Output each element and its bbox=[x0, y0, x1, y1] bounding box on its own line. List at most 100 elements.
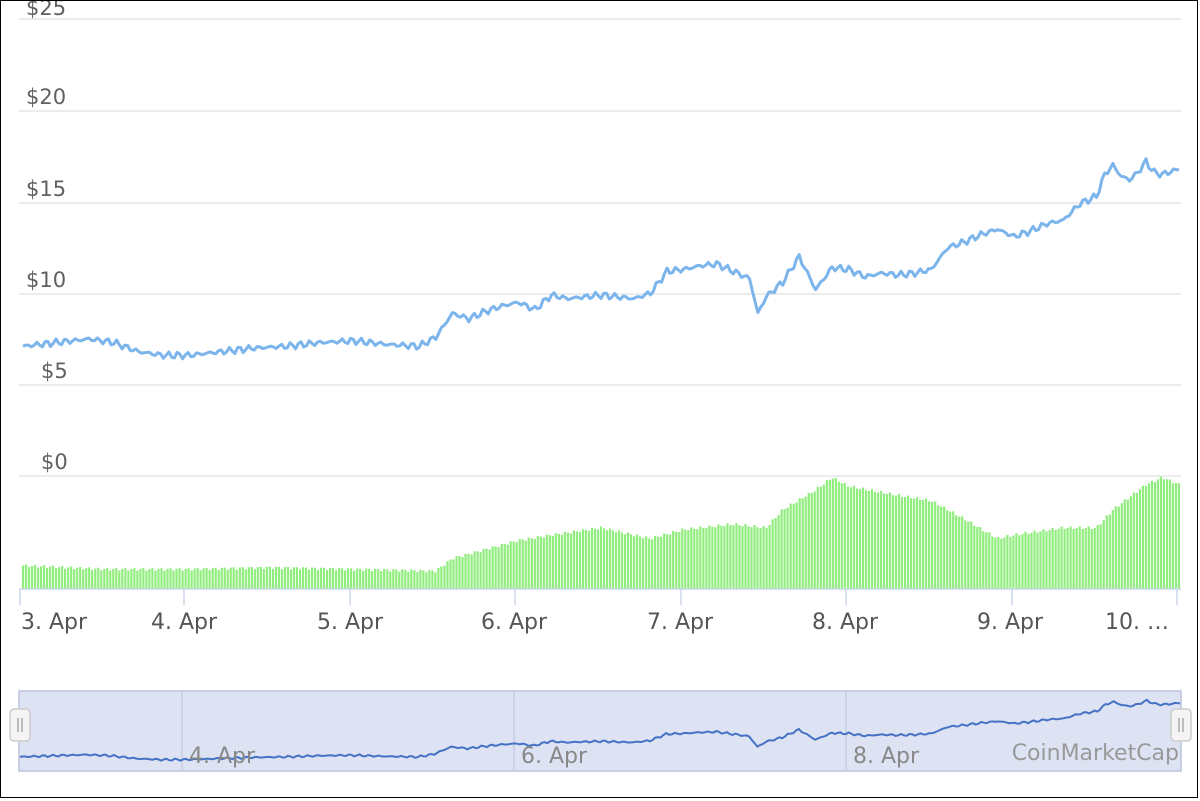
volume-bar bbox=[870, 489, 873, 589]
volume-bar bbox=[1075, 528, 1078, 589]
volume-bar bbox=[964, 520, 967, 589]
volume-bar bbox=[873, 491, 876, 589]
volume-bar bbox=[202, 568, 205, 589]
volume-bar bbox=[241, 567, 244, 589]
volume-bar bbox=[618, 530, 621, 589]
volume-bar bbox=[40, 566, 43, 589]
volume-bar bbox=[584, 530, 587, 589]
volume-bar bbox=[753, 525, 756, 589]
volume-bar bbox=[636, 534, 639, 589]
volume-bar bbox=[783, 509, 786, 589]
volume-bar bbox=[103, 568, 106, 589]
volume-bar bbox=[937, 505, 940, 589]
volume-bar bbox=[900, 496, 904, 589]
volume-bar bbox=[696, 529, 699, 589]
volume-bar bbox=[861, 487, 864, 589]
volume-bar bbox=[1060, 526, 1063, 589]
volume-bar bbox=[491, 546, 494, 589]
volume-bar bbox=[1018, 535, 1021, 589]
volume-bar bbox=[1129, 496, 1132, 589]
navigator-handle-left[interactable] bbox=[9, 708, 31, 742]
volume-bar bbox=[690, 527, 693, 589]
volume-bar bbox=[85, 568, 88, 589]
volume-bar bbox=[37, 567, 40, 589]
volume-bar bbox=[624, 534, 627, 589]
volume-bar bbox=[1150, 480, 1153, 589]
volume-bar bbox=[735, 523, 738, 589]
volume-bar bbox=[922, 500, 925, 589]
volume-bar bbox=[1033, 530, 1036, 589]
volume-bar bbox=[711, 526, 714, 589]
volume-bar bbox=[627, 532, 630, 589]
volume-bar bbox=[479, 552, 482, 589]
volume-bar bbox=[979, 527, 982, 589]
volume-bar bbox=[569, 533, 572, 589]
volume-bar bbox=[825, 480, 828, 589]
volume-bar bbox=[130, 568, 133, 589]
volume-bar bbox=[687, 530, 690, 589]
volume-bar bbox=[389, 571, 392, 589]
volume-bar bbox=[910, 498, 913, 589]
volume-bar bbox=[849, 487, 852, 589]
volume-bar bbox=[762, 526, 765, 589]
volume-bar bbox=[295, 567, 298, 589]
x-axis-ticks bbox=[19, 589, 1178, 605]
volume-bar bbox=[590, 527, 594, 589]
volume-bar bbox=[651, 539, 654, 589]
volume-bar bbox=[548, 535, 551, 589]
volume-bar bbox=[723, 526, 726, 589]
volume-bar bbox=[1093, 527, 1096, 589]
volume-bar bbox=[789, 503, 792, 589]
volume-bar bbox=[642, 538, 645, 589]
volume-bar bbox=[398, 571, 401, 589]
volume-bar bbox=[440, 566, 443, 589]
volume-bar bbox=[1030, 532, 1033, 589]
volume-bar bbox=[470, 554, 473, 589]
volume-bar bbox=[913, 498, 916, 589]
volume-bar bbox=[359, 568, 362, 589]
navigator-handle-right[interactable] bbox=[1170, 708, 1192, 742]
x-tick-label: 6. Apr bbox=[481, 610, 548, 635]
volume-bar bbox=[931, 501, 934, 589]
volume-bar bbox=[133, 568, 136, 589]
volume-bar bbox=[1123, 499, 1126, 589]
volume-bar bbox=[994, 537, 997, 589]
volume-bar bbox=[169, 568, 172, 589]
volume-bar bbox=[822, 484, 825, 589]
volume-bar bbox=[654, 536, 657, 589]
volume-bar bbox=[919, 499, 922, 589]
volume-bar bbox=[925, 498, 928, 589]
price-line[interactable] bbox=[22, 157, 1180, 361]
volume-bar bbox=[879, 490, 883, 589]
volume-bar bbox=[545, 534, 548, 589]
volume-bar bbox=[940, 506, 943, 589]
volume-bar bbox=[747, 526, 750, 589]
volume-bar bbox=[139, 568, 142, 589]
volume-bar bbox=[232, 567, 235, 589]
volume-bar bbox=[313, 567, 317, 589]
volume-bar bbox=[985, 532, 988, 589]
volume-bar bbox=[196, 568, 199, 589]
volume-bar bbox=[1144, 485, 1147, 589]
volume-bar bbox=[368, 569, 371, 589]
volume-bar bbox=[73, 569, 76, 589]
volume-bar bbox=[205, 567, 208, 589]
navigator[interactable]: 4. Apr 6. Apr 8. Apr CoinMarketCap bbox=[9, 690, 1192, 772]
x-tick-label: 4. Apr bbox=[151, 610, 218, 635]
volume-bar bbox=[350, 568, 353, 589]
watermark: CoinMarketCap bbox=[1012, 741, 1179, 766]
volume-bar bbox=[961, 516, 964, 589]
volume-bar bbox=[810, 493, 813, 589]
volume-bar bbox=[1162, 479, 1165, 589]
volume-bar bbox=[777, 515, 780, 589]
volume-bar bbox=[596, 529, 600, 589]
volume-bar bbox=[503, 543, 506, 589]
volume-bar bbox=[554, 533, 557, 589]
volume-bar bbox=[329, 567, 332, 589]
volume-bar bbox=[76, 567, 79, 589]
volume-bar bbox=[482, 548, 485, 589]
volume-bar bbox=[581, 529, 584, 589]
volume-bar bbox=[756, 527, 759, 589]
volume-bar bbox=[181, 570, 184, 589]
